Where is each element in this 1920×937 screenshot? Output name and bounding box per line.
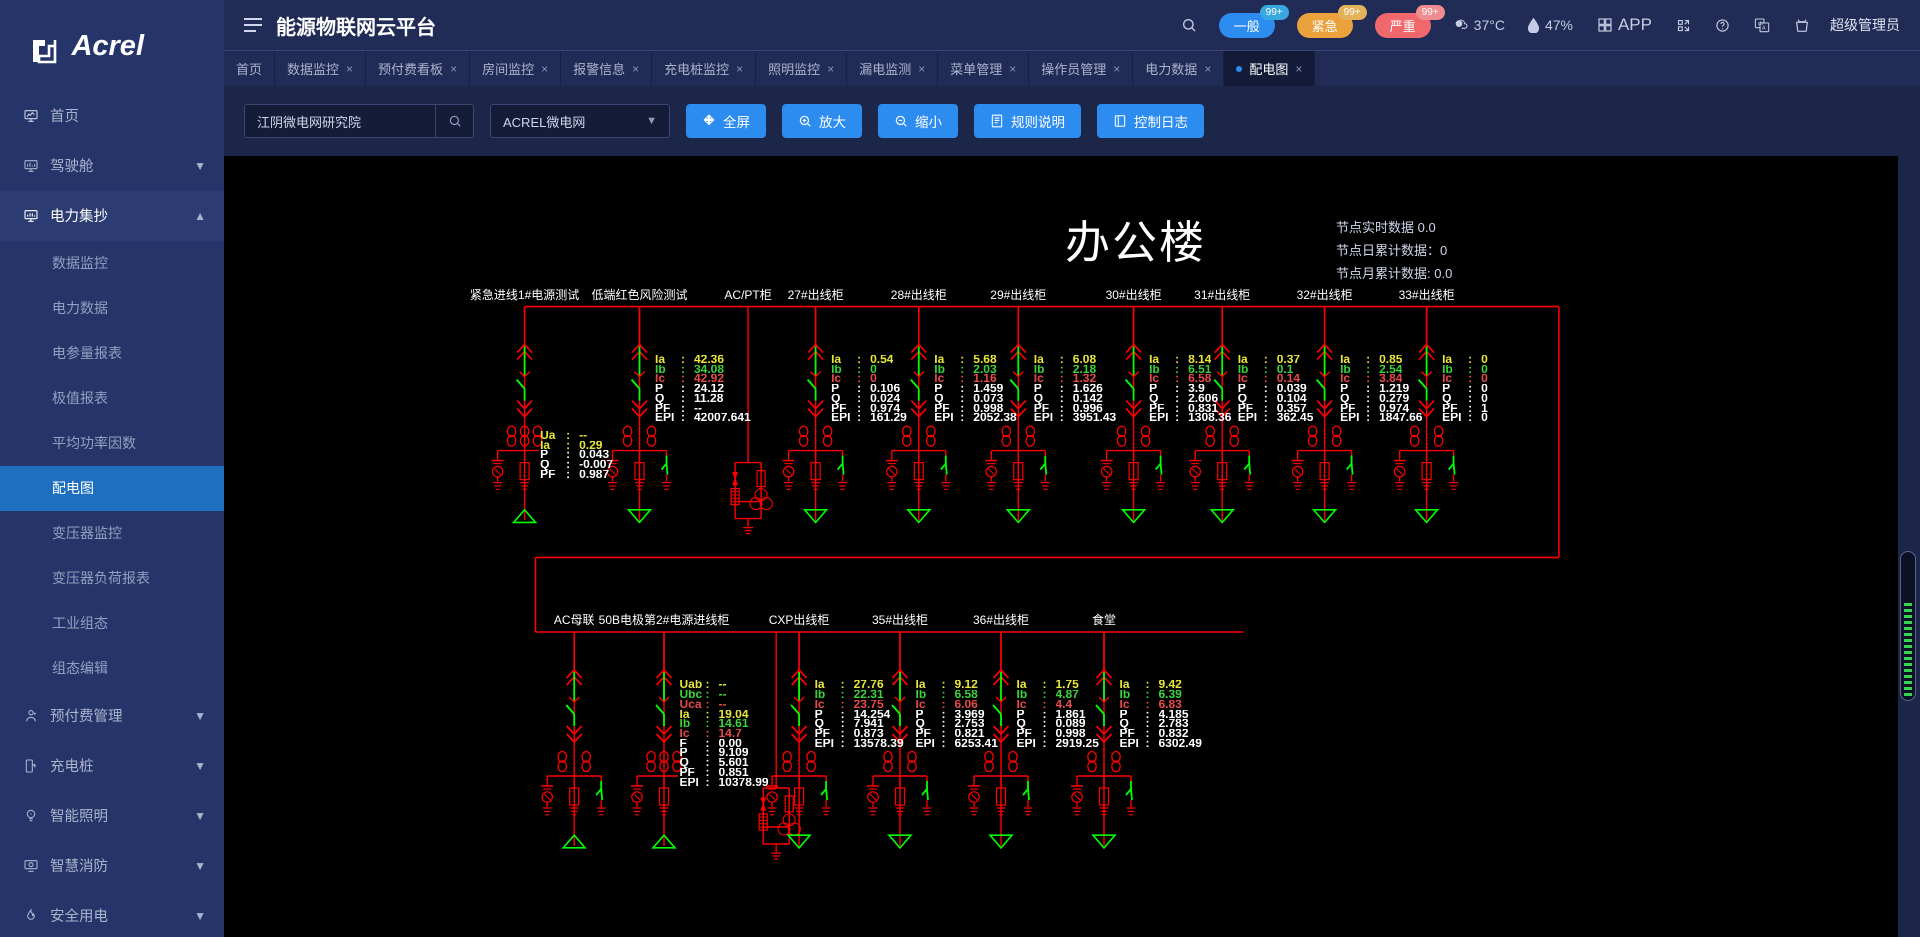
svg-text:A: A bbox=[1762, 26, 1766, 32]
